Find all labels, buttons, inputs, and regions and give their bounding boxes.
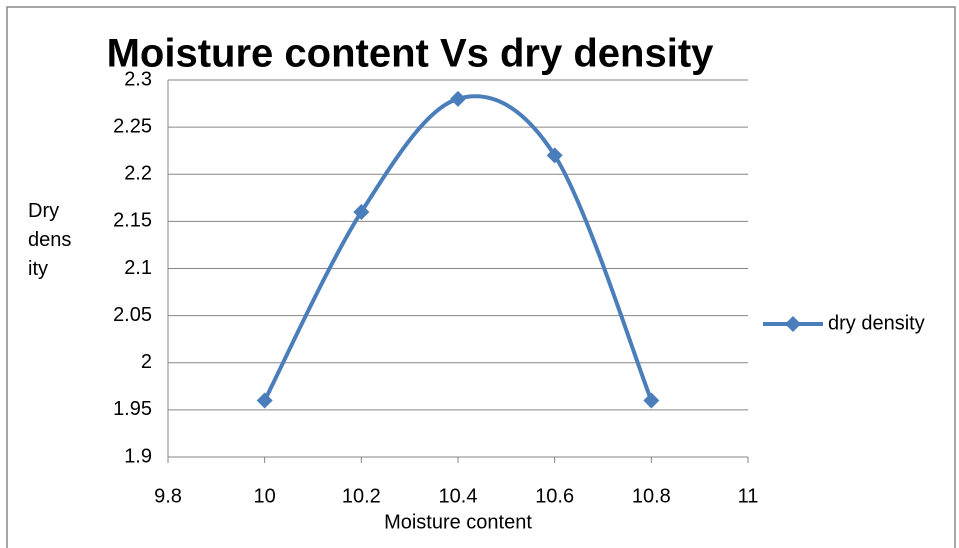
y-tick-label: 2.1 <box>124 257 152 279</box>
series-line <box>262 94 654 402</box>
marker <box>546 147 563 164</box>
x-tick-label: 10.6 <box>535 485 574 507</box>
legend-marker <box>785 316 801 332</box>
x-tick-label: 11 <box>738 485 759 507</box>
y-axis-label: Dry dens ity <box>28 200 71 280</box>
x-tick-label: 10.2 <box>342 485 381 507</box>
y-tick-label: 2.2 <box>124 163 152 185</box>
y-tick-label: 2.3 <box>124 68 152 90</box>
marker <box>643 392 660 409</box>
chart-title: Moisture content Vs dry density <box>107 32 715 76</box>
y-tick-label: 1.95 <box>113 398 152 420</box>
x-tick-label: 10 <box>254 485 276 507</box>
x-tick-label: 10.8 <box>632 485 671 507</box>
marker <box>353 203 370 220</box>
marker <box>450 90 466 107</box>
y-tick-label: 2 <box>141 351 152 373</box>
x-tick-label: 10.4 <box>439 485 478 507</box>
x-tick-label: 9.8 <box>154 485 182 507</box>
chart-border <box>6 6 956 548</box>
x-axis-label: Moisture content <box>384 511 532 533</box>
y-tick-label: 2.15 <box>113 210 152 232</box>
y-tick-label: 2.25 <box>113 115 152 137</box>
marker <box>256 392 273 409</box>
y-tick-label: 1.9 <box>124 445 152 467</box>
legend-label: dry density <box>828 312 925 334</box>
y-tick-label: 2.05 <box>113 304 152 326</box>
